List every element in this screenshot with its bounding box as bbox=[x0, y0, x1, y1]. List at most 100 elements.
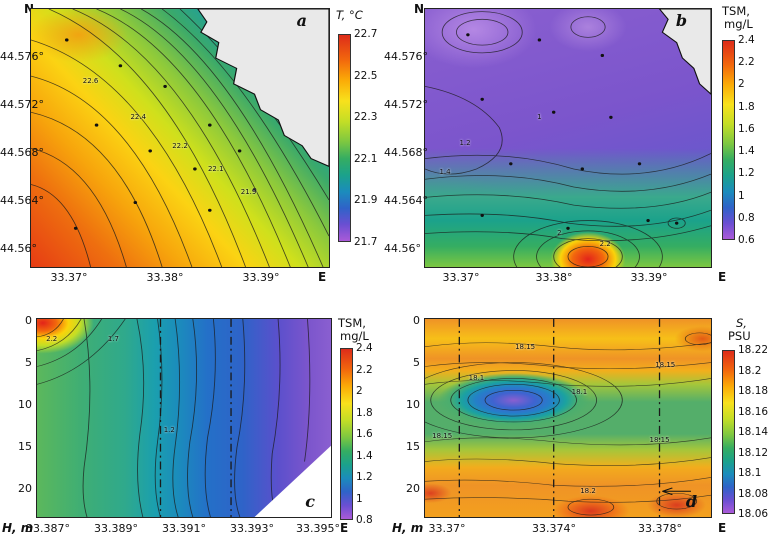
x-tick: 33.374° bbox=[532, 522, 576, 535]
colorbar-title-line2: mg/L bbox=[340, 329, 369, 343]
contour-label: 18.15 bbox=[432, 431, 453, 440]
contour-label: 2.2 bbox=[599, 239, 611, 248]
colorbar-tick: 2.4 bbox=[356, 342, 373, 354]
contour-label: 18.1 bbox=[468, 374, 485, 383]
y-tick: 0 bbox=[25, 314, 32, 327]
colorbar-ticks: 2.4 2.2 2 1.8 1.6 1.4 1.2 1 0.8 bbox=[356, 342, 373, 526]
x-tick: 33.37° bbox=[442, 271, 480, 284]
y-tick: 44.572° bbox=[0, 98, 44, 111]
contour-label: 1.7 bbox=[107, 334, 120, 343]
land-polygon bbox=[197, 9, 329, 167]
y-tick: 44.576° bbox=[0, 50, 44, 63]
contour-lines bbox=[31, 9, 329, 267]
station-points bbox=[64, 38, 257, 230]
y-tick: 20 bbox=[406, 482, 420, 495]
colorbar-tick: 22.1 bbox=[354, 152, 378, 165]
depth-axis-label: H, m bbox=[2, 521, 34, 535]
contour-label: 18.15 bbox=[655, 360, 676, 369]
colorbar-tick: 0.8 bbox=[356, 514, 373, 526]
contour-label: 22.1 bbox=[207, 164, 224, 173]
colorbar-tick: 18.12 bbox=[738, 446, 768, 459]
tsm-section-plot: c 2.2 1.7 1.2 bbox=[36, 318, 332, 518]
colorbar-tick: 1.6 bbox=[738, 122, 755, 135]
x-tick: 33.387° bbox=[26, 522, 70, 535]
colorbar bbox=[722, 40, 735, 240]
arrow-annotation bbox=[662, 487, 691, 496]
y-tick: 10 bbox=[18, 398, 32, 411]
contour-label: 2 bbox=[557, 229, 562, 238]
x-tick: 33.38° bbox=[535, 271, 573, 284]
contour-label: 1 bbox=[537, 113, 542, 122]
colorbar-tick: 18.08 bbox=[738, 487, 768, 500]
contour-label: 1.2 bbox=[459, 139, 471, 148]
colorbar-tick: 1.2 bbox=[738, 167, 755, 180]
colorbar-title-line1: TSM, bbox=[338, 316, 366, 330]
contour-label: 18.15 bbox=[649, 435, 670, 444]
colorbar-tick: 22.3 bbox=[354, 111, 378, 124]
colorbar-tick: 1.6 bbox=[356, 428, 373, 440]
y-tick: 44.568° bbox=[384, 146, 428, 159]
panel-letter-b: b bbox=[675, 11, 687, 30]
colorbar-tick: 0.6 bbox=[738, 233, 755, 246]
colorbar-tick: 18.16 bbox=[738, 405, 768, 418]
no-data-wedge bbox=[254, 445, 331, 517]
east-axis-label: E bbox=[340, 521, 349, 535]
colorbar-tick: 1.4 bbox=[738, 145, 755, 158]
east-axis-label: E bbox=[718, 521, 727, 535]
panel-d: d 18.15 18.1 18.1 18.15 18.15 18.15 18.2… bbox=[384, 292, 768, 549]
x-tick: 33.391° bbox=[162, 522, 206, 535]
station-lines bbox=[458, 319, 661, 517]
x-tick: 33.39° bbox=[242, 271, 280, 284]
y-tick: 10 bbox=[406, 398, 420, 411]
colorbar-tick: 2 bbox=[738, 78, 745, 91]
y-tick: 15 bbox=[18, 440, 32, 453]
panel-c: c 2.2 1.7 1.2 0 5 10 15 20 H, m 33.387° … bbox=[0, 292, 384, 549]
x-tick: 33.39° bbox=[630, 271, 668, 284]
colorbar-tick: 18.06 bbox=[738, 508, 768, 520]
panel-b: N bbox=[384, 0, 768, 292]
land-polygon bbox=[658, 9, 711, 95]
contour-overlay-b bbox=[425, 9, 711, 267]
colorbar-tick: 18.18 bbox=[738, 385, 768, 397]
panel-letter-a: a bbox=[296, 11, 307, 30]
colorbar-tick: 18.1 bbox=[738, 467, 762, 479]
y-tick: 20 bbox=[18, 482, 32, 495]
colorbar-tick: 18.2 bbox=[738, 364, 762, 377]
colorbar-tick: 1.8 bbox=[356, 406, 373, 419]
x-tick: 33.393° bbox=[230, 522, 274, 535]
east-axis-label: E bbox=[718, 270, 727, 284]
colorbar-tick: 18.22 bbox=[738, 344, 768, 356]
contour-label: 18.2 bbox=[580, 487, 596, 496]
contour-label: 18.1 bbox=[571, 388, 588, 397]
colorbar-tick: 21.9 bbox=[354, 194, 378, 207]
colorbar-title-line1: S, bbox=[736, 316, 747, 330]
panel-letter-c: c bbox=[305, 492, 315, 511]
colorbar bbox=[340, 348, 353, 520]
contour-label: 22.4 bbox=[130, 113, 147, 122]
colorbar-tick: 1.8 bbox=[738, 100, 755, 113]
colorbar-tick: 1 bbox=[738, 189, 745, 202]
colorbar-tick: 0.8 bbox=[738, 211, 755, 224]
colorbar-tick: 18.14 bbox=[738, 426, 768, 438]
colorbar-tick: 2 bbox=[356, 385, 363, 397]
x-tick: 33.37° bbox=[50, 271, 88, 284]
y-tick: 0 bbox=[413, 314, 420, 327]
y-tick: 44.564° bbox=[384, 194, 428, 207]
x-tick: 33.389° bbox=[94, 522, 138, 535]
contour-lines bbox=[425, 11, 711, 267]
y-tick: 15 bbox=[406, 440, 420, 453]
colorbar-title-line1: TSM, bbox=[722, 4, 750, 18]
x-tick: 33.378° bbox=[638, 522, 682, 535]
y-tick: 44.56° bbox=[384, 242, 421, 255]
colorbar-tick: 1 bbox=[356, 492, 363, 505]
tsm-map-plot: b 1 1.2 1.4 2 2.2 bbox=[424, 8, 712, 268]
contour-lines bbox=[425, 332, 711, 516]
colorbar-tick: 22.7 bbox=[354, 28, 378, 40]
x-tick: 33.37° bbox=[428, 522, 466, 535]
colorbar-tick: 21.7 bbox=[354, 235, 378, 248]
station-points bbox=[466, 33, 679, 230]
contour-label: 18.15 bbox=[515, 342, 536, 351]
tsm-section-field bbox=[37, 319, 331, 517]
contour-label: 1.4 bbox=[439, 167, 451, 176]
x-tick: 33.395° bbox=[296, 522, 340, 535]
